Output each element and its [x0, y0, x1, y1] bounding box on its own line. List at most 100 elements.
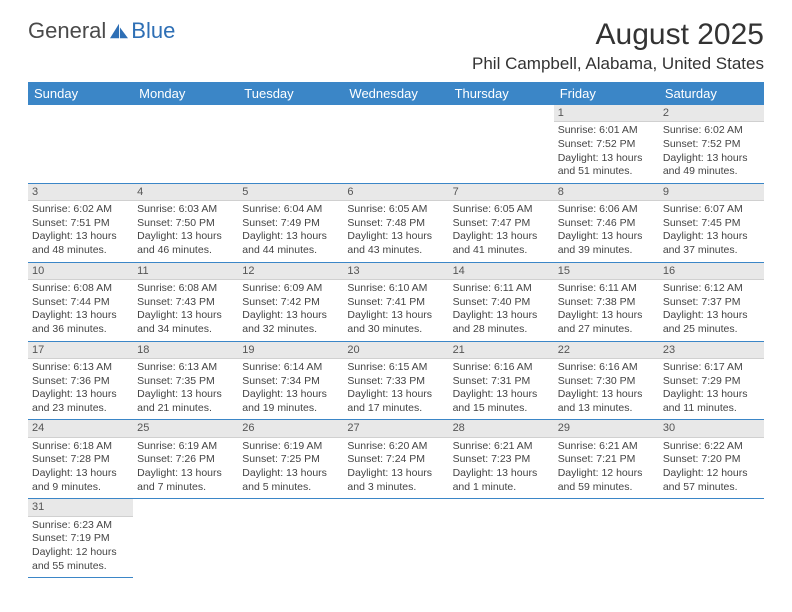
day-line-sr: Sunrise: 6:01 AM [558, 124, 655, 138]
day-line-dl1: Daylight: 13 hours [663, 152, 760, 166]
day-line-sr: Sunrise: 6:07 AM [663, 203, 760, 217]
day-line-sr: Sunrise: 6:15 AM [347, 361, 444, 375]
day-number: 3 [28, 184, 133, 201]
day-number: 19 [238, 342, 343, 359]
day-line-dl2: and 39 minutes. [558, 244, 655, 258]
day-line-dl1: Daylight: 13 hours [32, 467, 129, 481]
day-cell [133, 499, 238, 578]
day-line-sr: Sunrise: 6:05 AM [347, 203, 444, 217]
day-cell: 18Sunrise: 6:13 AMSunset: 7:35 PMDayligh… [133, 341, 238, 420]
day-line-dl2: and 55 minutes. [32, 560, 129, 574]
day-line-sr: Sunrise: 6:03 AM [137, 203, 234, 217]
day-number: 31 [28, 499, 133, 516]
calendar-table: SundayMondayTuesdayWednesdayThursdayFrid… [28, 82, 764, 578]
week-row: 31Sunrise: 6:23 AMSunset: 7:19 PMDayligh… [28, 499, 764, 578]
day-line-sr: Sunrise: 6:13 AM [137, 361, 234, 375]
logo: General Blue [28, 18, 175, 44]
day-content: Sunrise: 6:16 AMSunset: 7:30 PMDaylight:… [554, 359, 659, 420]
day-number: 6 [343, 184, 448, 201]
day-cell [449, 499, 554, 578]
day-cell [238, 499, 343, 578]
day-content: Sunrise: 6:02 AMSunset: 7:52 PMDaylight:… [659, 122, 764, 183]
day-line-dl2: and 43 minutes. [347, 244, 444, 258]
day-number: 8 [554, 184, 659, 201]
day-line-ss: Sunset: 7:36 PM [32, 375, 129, 389]
day-header: Wednesday [343, 82, 448, 105]
day-cell: 19Sunrise: 6:14 AMSunset: 7:34 PMDayligh… [238, 341, 343, 420]
day-line-sr: Sunrise: 6:04 AM [242, 203, 339, 217]
day-line-dl1: Daylight: 13 hours [137, 230, 234, 244]
day-line-dl2: and 36 minutes. [32, 323, 129, 337]
day-content: Sunrise: 6:01 AMSunset: 7:52 PMDaylight:… [554, 122, 659, 183]
day-line-dl1: Daylight: 12 hours [663, 467, 760, 481]
day-content: Sunrise: 6:13 AMSunset: 7:35 PMDaylight:… [133, 359, 238, 420]
day-line-dl2: and 11 minutes. [663, 402, 760, 416]
day-line-dl2: and 37 minutes. [663, 244, 760, 258]
day-number: 18 [133, 342, 238, 359]
week-row: 17Sunrise: 6:13 AMSunset: 7:36 PMDayligh… [28, 341, 764, 420]
day-number: 23 [659, 342, 764, 359]
day-cell [449, 105, 554, 183]
day-line-ss: Sunset: 7:49 PM [242, 217, 339, 231]
day-content: Sunrise: 6:16 AMSunset: 7:31 PMDaylight:… [449, 359, 554, 420]
day-line-ss: Sunset: 7:34 PM [242, 375, 339, 389]
day-line-sr: Sunrise: 6:21 AM [558, 440, 655, 454]
day-line-dl2: and 44 minutes. [242, 244, 339, 258]
day-line-sr: Sunrise: 6:06 AM [558, 203, 655, 217]
day-line-ss: Sunset: 7:26 PM [137, 453, 234, 467]
week-row: 24Sunrise: 6:18 AMSunset: 7:28 PMDayligh… [28, 420, 764, 499]
day-content: Sunrise: 6:12 AMSunset: 7:37 PMDaylight:… [659, 280, 764, 341]
day-number: 27 [343, 420, 448, 437]
day-cell: 4Sunrise: 6:03 AMSunset: 7:50 PMDaylight… [133, 183, 238, 262]
day-line-sr: Sunrise: 6:19 AM [242, 440, 339, 454]
day-line-sr: Sunrise: 6:21 AM [453, 440, 550, 454]
day-line-ss: Sunset: 7:52 PM [663, 138, 760, 152]
day-line-ss: Sunset: 7:23 PM [453, 453, 550, 467]
day-content: Sunrise: 6:22 AMSunset: 7:20 PMDaylight:… [659, 438, 764, 499]
day-number: 7 [449, 184, 554, 201]
day-line-sr: Sunrise: 6:10 AM [347, 282, 444, 296]
day-line-dl2: and 46 minutes. [137, 244, 234, 258]
header: General Blue August 2025 Phil Campbell, … [28, 18, 764, 74]
day-content: Sunrise: 6:04 AMSunset: 7:49 PMDaylight:… [238, 201, 343, 262]
day-number: 2 [659, 105, 764, 122]
day-number: 20 [343, 342, 448, 359]
day-content: Sunrise: 6:18 AMSunset: 7:28 PMDaylight:… [28, 438, 133, 499]
day-line-sr: Sunrise: 6:12 AM [663, 282, 760, 296]
day-line-dl1: Daylight: 13 hours [347, 230, 444, 244]
day-line-sr: Sunrise: 6:02 AM [32, 203, 129, 217]
day-line-sr: Sunrise: 6:16 AM [558, 361, 655, 375]
day-line-dl1: Daylight: 13 hours [558, 152, 655, 166]
day-line-dl2: and 21 minutes. [137, 402, 234, 416]
day-cell: 8Sunrise: 6:06 AMSunset: 7:46 PMDaylight… [554, 183, 659, 262]
day-line-dl1: Daylight: 13 hours [32, 388, 129, 402]
day-number: 28 [449, 420, 554, 437]
day-line-sr: Sunrise: 6:09 AM [242, 282, 339, 296]
day-number: 4 [133, 184, 238, 201]
day-line-sr: Sunrise: 6:05 AM [453, 203, 550, 217]
day-cell: 16Sunrise: 6:12 AMSunset: 7:37 PMDayligh… [659, 262, 764, 341]
day-content: Sunrise: 6:05 AMSunset: 7:47 PMDaylight:… [449, 201, 554, 262]
day-line-dl2: and 1 minute. [453, 481, 550, 495]
day-line-sr: Sunrise: 6:11 AM [558, 282, 655, 296]
day-line-ss: Sunset: 7:19 PM [32, 532, 129, 546]
day-cell: 14Sunrise: 6:11 AMSunset: 7:40 PMDayligh… [449, 262, 554, 341]
day-line-dl2: and 28 minutes. [453, 323, 550, 337]
month-title: August 2025 [472, 18, 764, 52]
day-content: Sunrise: 6:06 AMSunset: 7:46 PMDaylight:… [554, 201, 659, 262]
day-line-ss: Sunset: 7:21 PM [558, 453, 655, 467]
day-line-dl2: and 15 minutes. [453, 402, 550, 416]
day-cell: 22Sunrise: 6:16 AMSunset: 7:30 PMDayligh… [554, 341, 659, 420]
day-line-dl2: and 25 minutes. [663, 323, 760, 337]
day-content: Sunrise: 6:13 AMSunset: 7:36 PMDaylight:… [28, 359, 133, 420]
day-content: Sunrise: 6:10 AMSunset: 7:41 PMDaylight:… [343, 280, 448, 341]
day-number: 11 [133, 263, 238, 280]
day-line-sr: Sunrise: 6:08 AM [32, 282, 129, 296]
day-number: 30 [659, 420, 764, 437]
day-number: 15 [554, 263, 659, 280]
day-header: Friday [554, 82, 659, 105]
location: Phil Campbell, Alabama, United States [472, 54, 764, 74]
day-cell: 15Sunrise: 6:11 AMSunset: 7:38 PMDayligh… [554, 262, 659, 341]
day-line-dl1: Daylight: 13 hours [558, 309, 655, 323]
day-header: Sunday [28, 82, 133, 105]
